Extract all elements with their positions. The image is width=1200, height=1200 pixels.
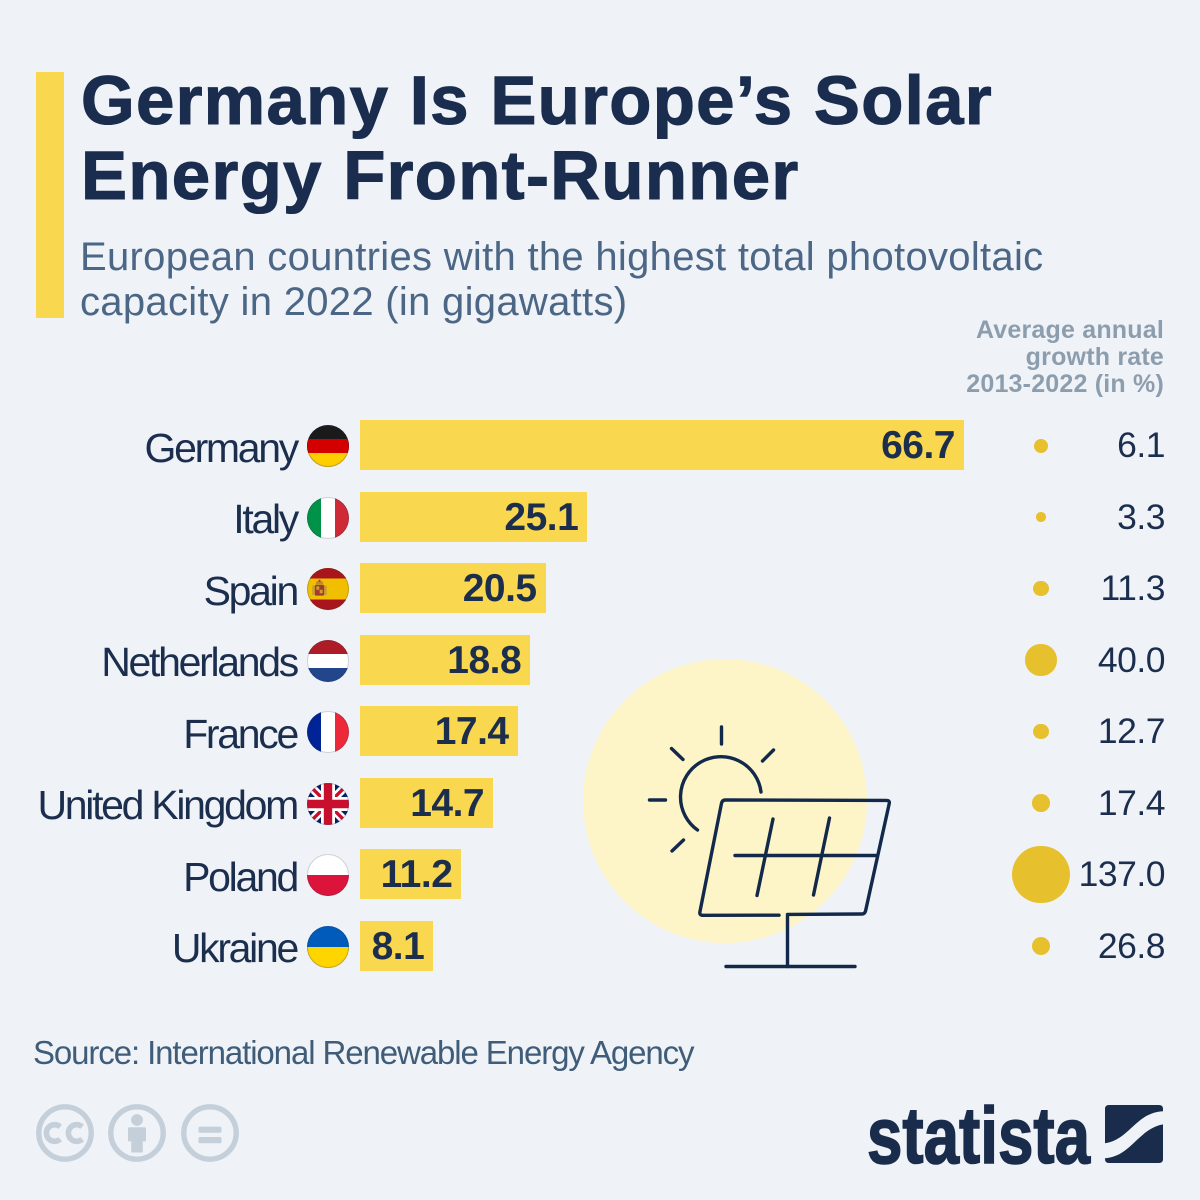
svg-text:statista: statista [867, 1091, 1090, 1180]
